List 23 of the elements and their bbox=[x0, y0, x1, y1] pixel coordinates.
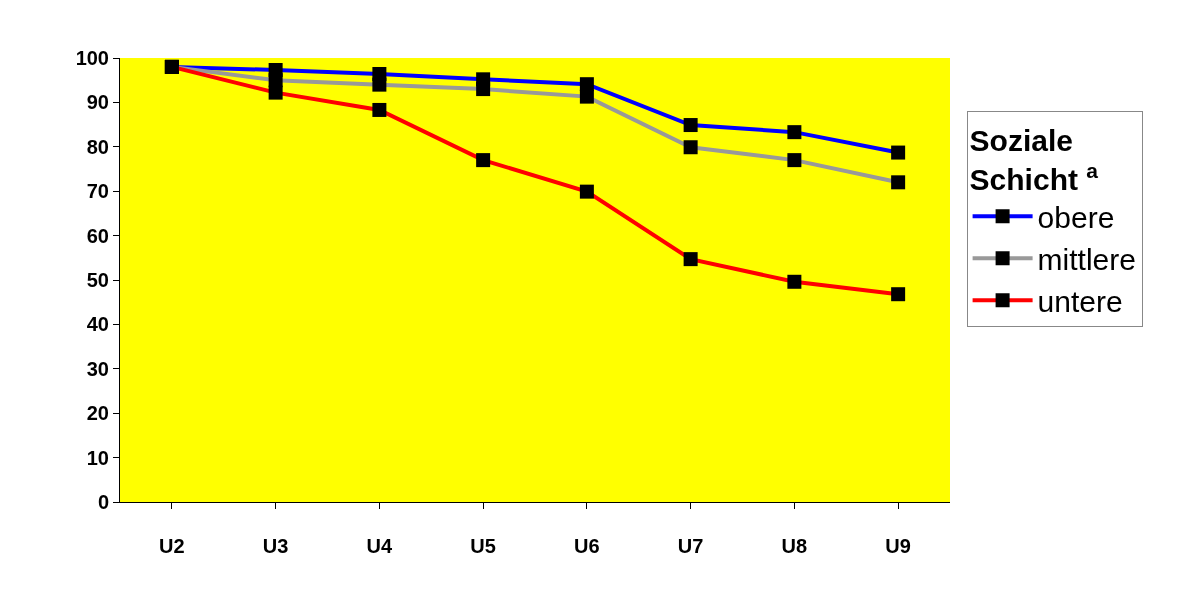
x-tick-label: U3 bbox=[262, 535, 289, 557]
y-tick-label: 60 bbox=[86, 224, 109, 247]
x-tick-label: U7 bbox=[677, 535, 704, 557]
x-tick-label: U4 bbox=[366, 535, 394, 557]
x-tick-label: U9 bbox=[885, 535, 911, 557]
y-tick-label: 100 bbox=[75, 47, 109, 69]
y-tick-label: 10 bbox=[86, 446, 109, 469]
y-tick-label: 20 bbox=[86, 402, 109, 425]
y-tick-label: 0 bbox=[97, 491, 109, 513]
x-tick-label: U5 bbox=[470, 535, 496, 557]
y-tick-label: 50 bbox=[86, 269, 109, 291]
legend-label: obere bbox=[1037, 200, 1115, 234]
y-tick-label: 30 bbox=[86, 357, 109, 380]
legend-label: mittlere bbox=[1037, 242, 1136, 276]
x-tick-label: U6 bbox=[574, 535, 600, 557]
y-tick-label: 70 bbox=[86, 180, 109, 203]
x-tick-label: U8 bbox=[781, 535, 808, 557]
y-tick-label: 90 bbox=[86, 91, 109, 114]
legend-title: Soziale Schicht $^{a}$ bbox=[969, 124, 1099, 197]
y-tick-label: 80 bbox=[86, 135, 109, 158]
y-tick-label: 40 bbox=[86, 313, 109, 336]
x-tick-label: U2 bbox=[159, 535, 185, 557]
legend-label: untere bbox=[1037, 284, 1123, 318]
